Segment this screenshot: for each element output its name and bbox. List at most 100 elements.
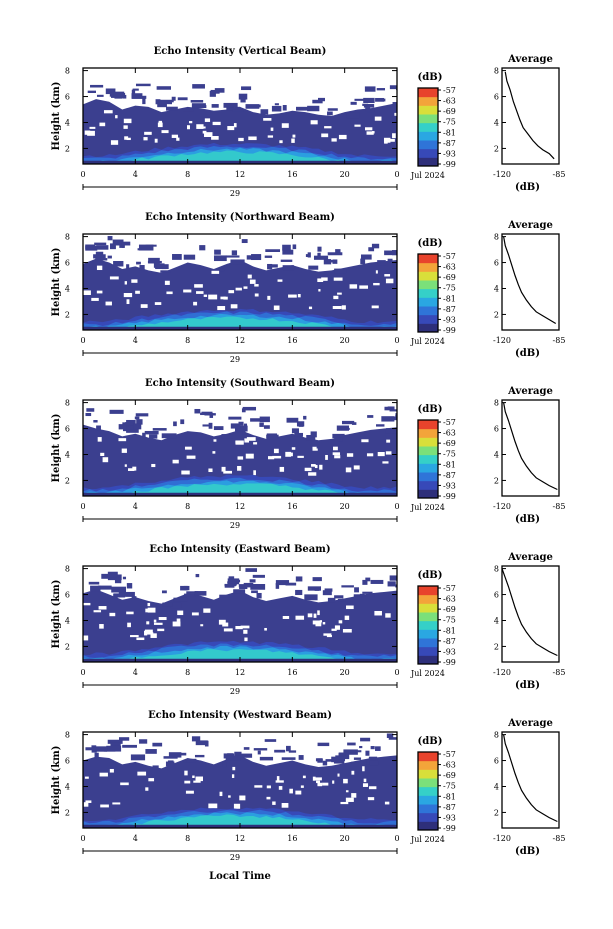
echo-fragment [314,588,320,591]
profile-y-tick-label: 4 [494,284,499,293]
echo-fragment [332,433,345,439]
echo-gap [176,618,181,622]
echo-fragment [118,592,126,598]
echo-fragment [338,752,346,756]
echo-gap [288,294,297,298]
echo-fragment [236,579,241,583]
echo-fragment [195,740,208,746]
echo-gap [337,292,342,295]
echo-gap [230,304,238,309]
echo-gap [374,610,382,616]
colorbar-label: -75 [443,450,456,459]
echo-gap [186,125,191,130]
echo-gap [351,770,355,775]
echo-gap [275,780,284,783]
echo-gap [346,453,354,457]
echo-gap [227,126,235,131]
echo-gap [321,277,328,281]
echo-gap [153,619,157,623]
panel-4: Echo Intensity (Eastward Beam)2468Height… [51,544,565,696]
echo-fragment [377,260,386,266]
colorbar-swatch [418,271,438,281]
colorbar-label: -57 [443,86,456,95]
echo-region [83,424,397,496]
echo-fragment [139,739,148,744]
echo-fragment [119,244,124,248]
echo-gap [177,610,184,616]
echo-region [83,258,397,330]
x-tick-label: 20 [340,834,350,843]
echo-gap [228,795,231,798]
echo-gap [385,613,391,618]
echo-gap [172,621,181,627]
heatmap-area [83,406,397,496]
echo-fragment [274,103,279,106]
echo-gap [231,774,235,778]
echo-fragment [312,99,323,104]
echo-gap [211,136,219,140]
echo-fragment [152,765,159,770]
profile-frame [501,67,560,165]
echo-fragment [110,742,121,747]
echo-gap [204,118,211,122]
echo-gap [266,796,271,800]
echo-gap [124,136,129,140]
echo-gap [351,793,357,798]
echo-gap [268,456,275,460]
echo-fragment [317,742,330,747]
echo-fragment [210,89,220,94]
echo-fragment [194,591,207,596]
date-suffix: Jul 2024 [410,669,445,678]
colorbar-frame [417,751,439,831]
echo-gap [321,133,329,138]
colorbar-label: -69 [443,107,456,116]
echo-fragment [85,244,96,250]
colorbar-label: -75 [443,118,456,127]
x-tick-label: 4 [133,502,138,511]
echo-gap [204,132,213,138]
echo-gap [223,628,233,632]
colorbar-label: -57 [443,418,456,427]
echo-gap [253,470,256,476]
echo-gap [366,453,374,457]
echo-gap [244,637,248,642]
echo-fragment [353,757,362,760]
echo-fragment [124,424,140,430]
echo-fragment [359,593,365,597]
profile-y-tick-label: 4 [494,450,499,459]
echo-gap [109,276,119,280]
echo-fragment [312,577,322,582]
echo-gap [83,602,91,606]
echo-fragment [354,587,359,593]
echo-fragment [385,428,397,434]
echo-gap [202,130,207,134]
colorbar-swatch [418,489,438,499]
colorbar-swatch [418,760,438,770]
echo-fragment [367,108,375,113]
echo-gap [385,278,394,284]
x-tick-label: 4 [133,668,138,677]
echo-gap [313,613,317,618]
y-tick-label: 2 [65,476,70,485]
echo-fragment [131,596,137,600]
echo-gap [100,452,105,456]
echo-gap [278,786,283,790]
colorbar-swatch [418,612,438,622]
echo-gap [254,284,259,287]
profile-x-tick-label: -85 [553,170,566,179]
echo-fragment [245,104,260,109]
x-tick-label: 0 [80,170,85,179]
echo-gap [164,280,170,285]
profile-x-tick-label: -85 [553,834,566,843]
echo-fragment [308,265,319,270]
y-tick-label: 4 [65,450,70,459]
echo-gap [98,606,107,610]
y-tick-label: 4 [65,616,70,625]
x-tick-label: 0 [394,834,399,843]
x-tick-label: 8 [185,834,190,843]
echo-fragment [121,242,125,248]
echo-fragment [371,243,380,249]
echo-fragment [304,594,318,601]
x-tick-label: 16 [287,502,297,511]
echo-fragment [286,745,291,752]
